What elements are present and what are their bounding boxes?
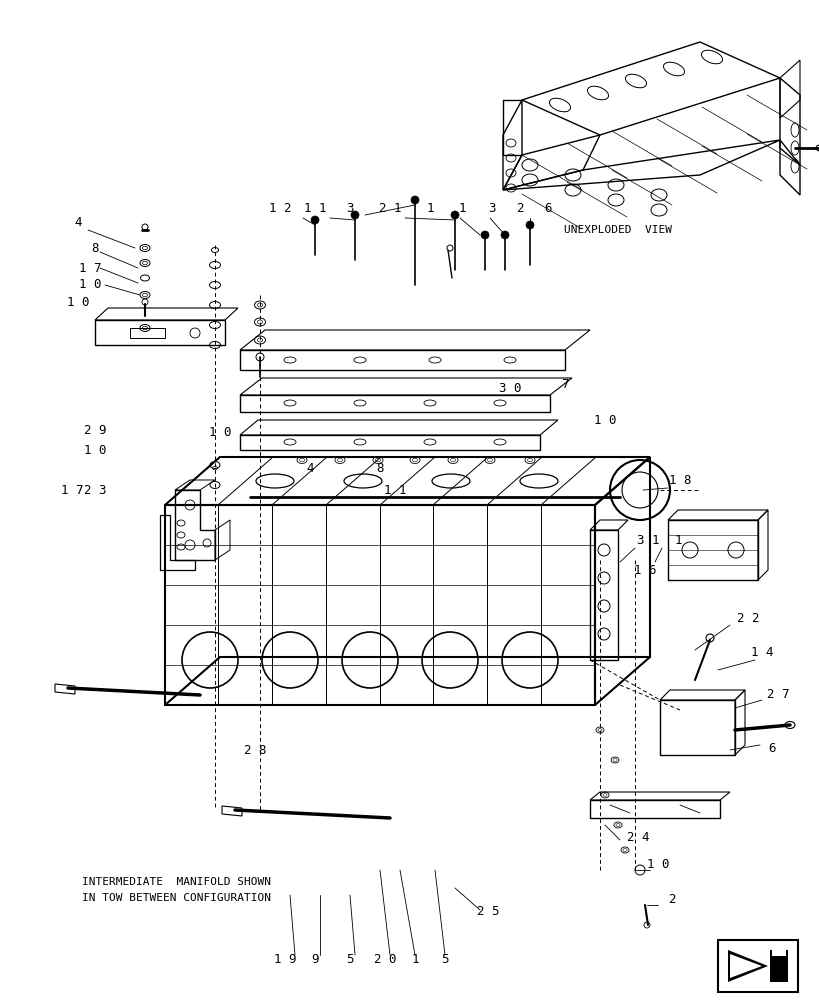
Text: 1 0: 1 0 bbox=[646, 858, 668, 871]
Circle shape bbox=[351, 211, 359, 219]
Text: 5: 5 bbox=[346, 953, 353, 966]
Text: 2 1: 2 1 bbox=[378, 202, 400, 215]
Text: 1 0: 1 0 bbox=[593, 414, 616, 426]
Text: 2 3: 2 3 bbox=[84, 484, 106, 496]
Text: 2 9: 2 9 bbox=[84, 424, 106, 436]
Text: 1 4: 1 4 bbox=[750, 646, 772, 660]
Text: 1: 1 bbox=[426, 202, 433, 215]
Text: 3 0: 3 0 bbox=[498, 381, 521, 394]
Text: 3 1: 3 1 bbox=[636, 534, 658, 546]
Text: 1: 1 bbox=[458, 202, 465, 215]
Text: 2 8: 2 8 bbox=[243, 743, 266, 756]
Text: 1 2: 1 2 bbox=[269, 202, 291, 215]
Text: 6: 6 bbox=[767, 741, 775, 754]
Text: 1 7: 1 7 bbox=[61, 484, 84, 496]
Text: 4: 4 bbox=[75, 216, 82, 229]
Text: 2 5: 2 5 bbox=[476, 905, 499, 918]
Text: 1 1: 1 1 bbox=[303, 202, 326, 215]
Text: 1 8: 1 8 bbox=[668, 474, 690, 487]
Circle shape bbox=[410, 196, 419, 204]
Circle shape bbox=[310, 216, 319, 224]
Text: 1 0: 1 0 bbox=[79, 278, 101, 292]
Bar bbox=[717, 940, 797, 992]
Bar bbox=[769, 950, 787, 982]
Text: 8: 8 bbox=[376, 462, 383, 475]
Text: 6: 6 bbox=[544, 202, 551, 215]
Text: 1 0: 1 0 bbox=[209, 426, 231, 438]
Circle shape bbox=[450, 211, 459, 219]
Circle shape bbox=[481, 231, 488, 239]
Text: 2: 2 bbox=[516, 202, 523, 215]
Text: 2 2: 2 2 bbox=[735, 611, 758, 624]
Text: 1 7: 1 7 bbox=[79, 261, 101, 274]
Text: 3: 3 bbox=[487, 202, 495, 215]
Text: 1 0: 1 0 bbox=[84, 444, 106, 456]
Text: 1 6: 1 6 bbox=[633, 564, 655, 576]
Text: 9: 9 bbox=[311, 953, 319, 966]
Text: 2 7: 2 7 bbox=[766, 688, 788, 702]
Text: 3: 3 bbox=[346, 202, 353, 215]
Text: 4: 4 bbox=[305, 462, 314, 475]
Text: IN TOW BETWEEN CONFIGURATION: IN TOW BETWEEN CONFIGURATION bbox=[82, 893, 270, 903]
Bar bbox=[771, 944, 785, 956]
Text: 2 0: 2 0 bbox=[373, 953, 396, 966]
Circle shape bbox=[500, 231, 509, 239]
Circle shape bbox=[525, 221, 533, 229]
Text: 2: 2 bbox=[667, 894, 675, 906]
Text: UNEXPLODED  VIEW: UNEXPLODED VIEW bbox=[563, 225, 672, 235]
Text: 1: 1 bbox=[673, 534, 681, 546]
Polygon shape bbox=[727, 950, 767, 982]
Text: 1 0: 1 0 bbox=[66, 296, 89, 308]
Text: 7: 7 bbox=[560, 378, 568, 391]
Text: INTERMEDIATE  MANIFOLD SHOWN: INTERMEDIATE MANIFOLD SHOWN bbox=[82, 877, 270, 887]
Text: 8: 8 bbox=[91, 241, 98, 254]
Polygon shape bbox=[729, 954, 761, 978]
Text: 1 1: 1 1 bbox=[383, 484, 405, 496]
Text: 5: 5 bbox=[441, 953, 448, 966]
Text: 1: 1 bbox=[411, 953, 419, 966]
Text: 1 9: 1 9 bbox=[274, 953, 296, 966]
Text: 2 4: 2 4 bbox=[626, 831, 649, 844]
